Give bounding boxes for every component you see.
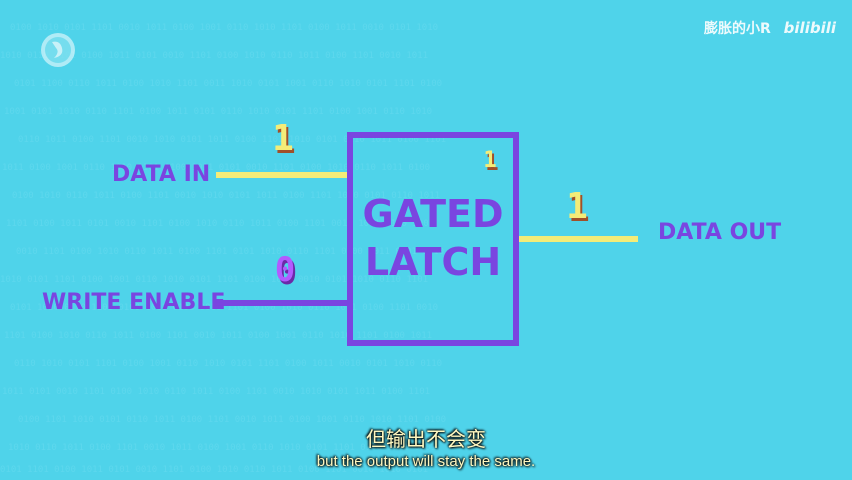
svg-text:0110 1010 0101 1101 0100 1001: 0110 1010 0101 1101 0100 1001 0110 1010 … — [14, 359, 442, 369]
svg-text:1011 0100 1001 0110 1010 1101: 1011 0100 1001 0110 1010 1101 0100 1011 … — [2, 163, 430, 173]
pbs-logo-icon — [41, 33, 75, 67]
data-out-value: 1 — [566, 186, 588, 227]
svg-text:0101 1100 0110 1011 0100 1010: 0101 1100 0110 1011 0100 1010 1101 0011 … — [14, 79, 442, 89]
subtitle-english: but the output will stay the same. — [316, 453, 536, 470]
watermark-uploader: 膨胀的小R — [704, 21, 771, 37]
subtitle-chinese: 但输出不会变 — [366, 427, 486, 451]
binary-background-pattern: 0100 1010 0101 1101 0010 1011 0100 1001 … — [0, 23, 446, 475]
data-in-label: DATA IN — [112, 162, 211, 187]
svg-text:1010 0110 1011 0100 1101 0010: 1010 0110 1011 0100 1101 0010 1011 0100 … — [8, 443, 436, 453]
svg-text:1011 0101 0010 1101 0100 1010: 1011 0101 0010 1101 0100 1010 0110 1011 … — [2, 387, 430, 397]
svg-text:1101 0100 1011 0101 0010 1101: 1101 0100 1011 0101 0010 1101 0100 1010 … — [6, 219, 434, 229]
svg-text:1010 0110 1101 0100 1011 0101: 1010 0110 1101 0100 1011 0101 0010 1101 … — [0, 51, 428, 61]
data-in-value: 1 — [272, 118, 294, 159]
write-enable-value: 0 — [274, 250, 296, 290]
svg-text:0100 1010 0101 1101 0010 1011: 0100 1010 0101 1101 0010 1011 0100 1001 … — [10, 23, 438, 33]
svg-text:0110 1011 0100 1101 0010 1010: 0110 1011 0100 1101 0010 1010 0101 1011 … — [18, 135, 446, 145]
svg-text:0101 1010 0110 1101 0100 1011: 0101 1010 0110 1101 0100 1011 0101 0010 … — [10, 303, 438, 313]
svg-text:0010 1101 0100 1010 0110 1011: 0010 1101 0100 1010 0110 1011 0100 1101 … — [16, 247, 444, 257]
svg-text:1101 0100 1010 0110 1011 0100: 1101 0100 1010 0110 1011 0100 1101 0010 … — [4, 331, 432, 341]
latch-title: GATED LATCH — [350, 190, 516, 286]
watermark-brand: bilibili — [783, 19, 836, 37]
latch-title-line2: LATCH — [364, 240, 502, 284]
write-enable-label: WRITE ENABLE — [42, 290, 226, 315]
svg-text:0100 1101 1010 0101 0110 1011: 0100 1101 1010 0101 0110 1011 0100 1101 … — [18, 415, 446, 425]
watermark: 膨胀的小R bilibili — [704, 18, 836, 38]
data-out-label: DATA OUT — [658, 220, 782, 245]
gated-latch-box — [347, 132, 519, 346]
svg-text:1001 0101 1010 0110 1101 0100: 1001 0101 1010 0110 1101 0100 1011 0101 … — [4, 107, 432, 117]
svg-text:1010 0101 1101 0100 1001 0110: 1010 0101 1101 0100 1001 0110 1010 0101 … — [0, 275, 428, 285]
latch-title-line1: GATED — [362, 192, 504, 236]
subtitles: 但输出不会变 but the output will stay the same… — [0, 426, 852, 472]
latch-stored-value: 1 — [483, 148, 497, 173]
svg-text:0101 1101 0100 1011 0101 0010: 0101 1101 0100 1011 0101 0010 1101 0100 … — [0, 465, 428, 475]
svg-text:0100 1010 0110 1011 0100 1101: 0100 1010 0110 1011 0100 1101 0010 1010 … — [12, 191, 440, 201]
